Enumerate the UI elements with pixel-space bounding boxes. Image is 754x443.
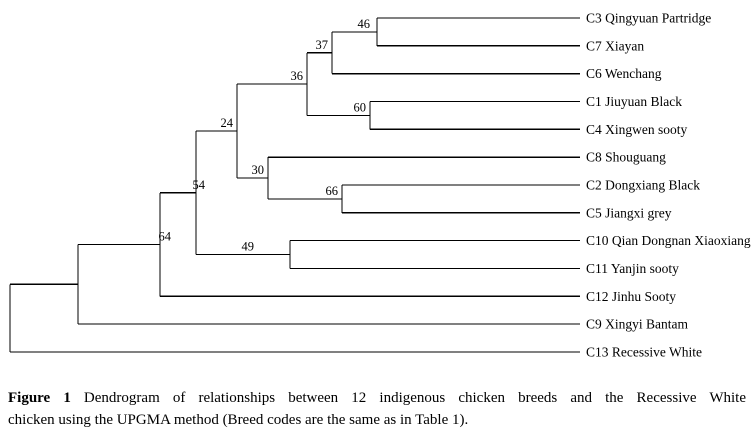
leaf-label: C11 Yanjin sooty: [586, 261, 679, 276]
dendrogram-plot: 46 37 60 36 66 30 24 49 54 64 C3 Qingyuan Partridg…: [9, 11, 751, 359]
leaf-label: C5 Jiangxi grey: [586, 205, 672, 220]
bootstrap-value: 49: [242, 240, 255, 254]
leaf-label: C7 Xiayan: [586, 38, 644, 53]
leaf-label: C4 Xingwen sooty: [586, 122, 688, 137]
caption-line-2: chicken using the UPGMA method (Breed co…: [8, 411, 469, 428]
bootstrap-value: 64: [159, 230, 172, 244]
figure-label: Figure 1: [8, 390, 71, 406]
figure-container: 46 37 60 36 66 30 24 49 54 64 C3 Qingyuan Partridg…: [8, 11, 751, 432]
bootstrap-value: 30: [252, 163, 265, 177]
bootstrap-value: 24: [221, 116, 234, 130]
caption-line-1-text: Dendrogram of relationships between 12 i…: [70, 390, 746, 406]
leaf-label: C6 Wenchang: [586, 66, 662, 81]
caption-line-1: Figure 1 Dendrogram of relationships bet…: [8, 388, 746, 410]
leaf-label: C9 Xingyi Bantam: [586, 317, 688, 332]
bootstrap-value: 36: [291, 69, 304, 83]
bootstrap-value: 46: [358, 17, 371, 31]
bootstrap-value: 60: [354, 100, 367, 114]
leaf-label: C1 Jiuyuan Black: [586, 94, 682, 109]
bootstrap-value: 54: [193, 178, 206, 192]
bootstrap-value: 66: [326, 184, 339, 198]
leaf-label: C2 Dongxiang Black: [586, 177, 700, 192]
leaf-label: C3 Qingyuan Partridge: [586, 11, 711, 26]
leaf-label: C13 Recessive White: [586, 344, 702, 359]
bootstrap-value: 37: [316, 38, 329, 52]
leaf-label: C10 Qian Dongnan Xiaoxiang: [586, 233, 751, 248]
figure-caption: Figure 1 Dendrogram of relationships bet…: [8, 388, 746, 432]
leaf-label: C12 Jinhu Sooty: [586, 289, 676, 304]
leaf-label: C8 Shouguang: [586, 150, 666, 165]
